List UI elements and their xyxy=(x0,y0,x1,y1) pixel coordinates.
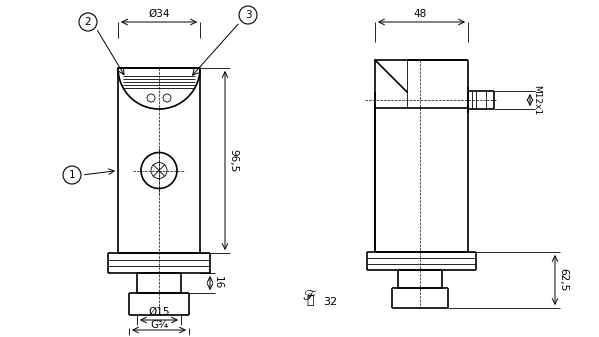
Text: 2: 2 xyxy=(84,17,91,27)
Text: 62,5: 62,5 xyxy=(558,268,568,292)
Text: 16: 16 xyxy=(213,276,223,289)
Text: G¾: G¾ xyxy=(150,320,168,330)
Text: 96,5: 96,5 xyxy=(228,149,238,172)
Text: 3: 3 xyxy=(244,10,252,20)
Text: Ø34: Ø34 xyxy=(148,9,170,19)
Text: 1: 1 xyxy=(69,170,75,180)
Text: 48: 48 xyxy=(413,9,426,19)
Text: $\mathbf{\it{\mathscr{F}}}$: $\mathbf{\it{\mathscr{F}}}$ xyxy=(302,287,318,303)
Text: ⛺: ⛺ xyxy=(306,294,314,306)
Text: Ø15: Ø15 xyxy=(148,307,170,317)
Text: 32: 32 xyxy=(323,297,337,307)
Text: M12x1: M12x1 xyxy=(532,85,541,115)
